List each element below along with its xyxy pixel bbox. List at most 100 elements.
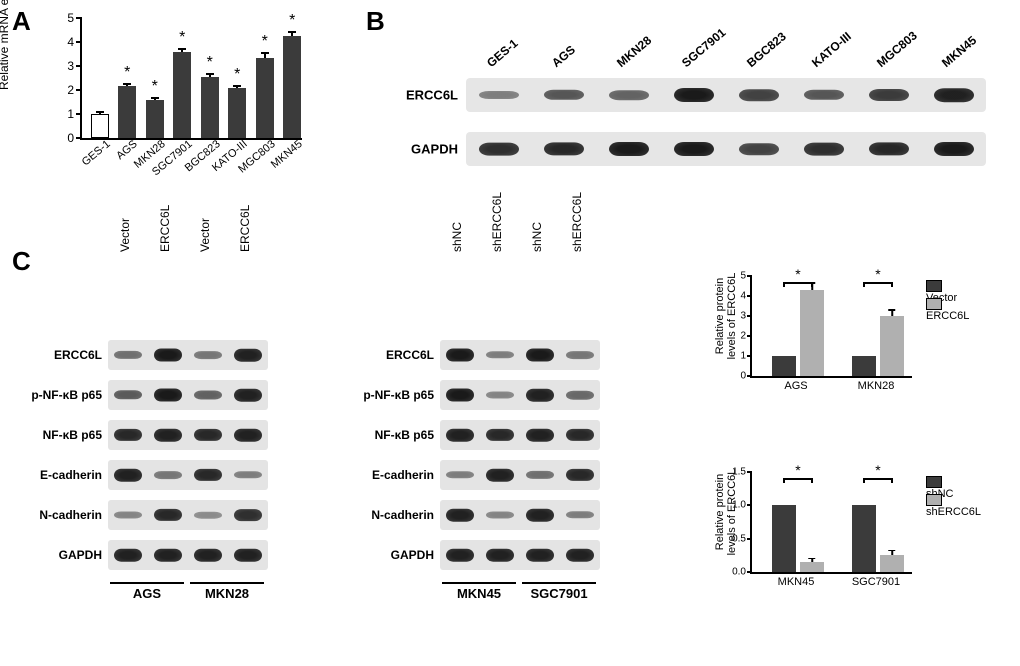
blot-band — [526, 471, 554, 479]
significance-star: * — [875, 266, 880, 282]
blot-row: GAPDH — [466, 132, 986, 166]
error-bar — [99, 112, 101, 114]
figure-root: A B C ERCC6L Relative mRNA expressior 01… — [0, 0, 1020, 666]
blot-band — [234, 549, 262, 562]
y-tick — [76, 41, 82, 43]
chart-top-ylabel: Relative protein levels of ERCC6L — [714, 256, 738, 376]
bar — [201, 77, 219, 138]
y-tick — [76, 113, 82, 115]
blot-row-label: GAPDH — [391, 548, 434, 562]
blot-band — [674, 88, 714, 102]
blot-band — [234, 509, 262, 521]
blot-row-label: E-cadherin — [372, 468, 434, 482]
bar — [880, 555, 904, 572]
blot-band — [114, 549, 142, 562]
group-underline — [110, 582, 184, 584]
significance-star: * — [795, 266, 800, 282]
group-underline — [190, 582, 264, 584]
y-tick-label: 1.5 — [732, 467, 746, 478]
blot-band — [194, 549, 222, 562]
blot-column-label: BGC823 — [744, 29, 789, 70]
blot-band — [566, 429, 594, 441]
y-tick-label: 3 — [67, 59, 74, 73]
x-category: MKN45 — [778, 576, 815, 588]
blot-band — [544, 142, 584, 155]
panel-a-ylabel: ERCC6L Relative mRNA expressior — [0, 0, 11, 100]
y-tick-label: 0.5 — [732, 533, 746, 544]
blot-band — [194, 469, 222, 481]
significance-star: * — [289, 12, 295, 30]
group-underline — [522, 582, 596, 584]
blot-row: E-cadherin — [108, 460, 268, 490]
blot-band — [934, 142, 974, 156]
blot-column-label: ERCC6L — [238, 205, 252, 252]
blot-column-label: shNC — [450, 222, 464, 252]
error-bar — [209, 74, 211, 76]
significance-star: * — [234, 66, 240, 84]
blot-band — [194, 391, 222, 400]
legend-item: shERCC6L — [926, 494, 981, 518]
significance-star: * — [875, 462, 880, 478]
blot-band — [154, 429, 182, 442]
group-label: MKN28 — [205, 586, 249, 601]
y-tick — [76, 17, 82, 19]
blot-band — [526, 509, 554, 522]
bar — [91, 114, 109, 138]
blot-band — [526, 429, 554, 442]
y-tick-label: 0 — [740, 371, 746, 382]
panel-c-blot-left: VectorERCC6LVectorERCC6LERCC6Lp-NF-κB p6… — [20, 270, 270, 612]
blot-band — [526, 349, 554, 362]
blot-row-label: GAPDH — [411, 142, 458, 157]
blot-band — [526, 389, 554, 402]
sig-bracket-tick — [811, 478, 813, 483]
blot-band — [446, 349, 474, 362]
blot-row: E-cadherin — [440, 460, 600, 490]
group-underline — [442, 582, 516, 584]
blot-column-label: shERCC6L — [490, 192, 504, 252]
blot-column-label: shERCC6L — [570, 192, 584, 252]
panel-a-chart: ERCC6L Relative mRNA expressior 012345GE… — [36, 10, 306, 190]
blot-band — [486, 469, 514, 482]
sig-bracket-tick — [891, 478, 893, 483]
blot-band — [154, 389, 182, 402]
blot-row-label: p-NF-κB p65 — [363, 388, 434, 402]
blot-band — [446, 389, 474, 402]
y-tick — [76, 89, 82, 91]
blot-row-label: N-cadherin — [371, 508, 434, 522]
blot-column-label: KATO-III — [809, 29, 854, 70]
blot-band — [486, 351, 514, 358]
bar — [228, 88, 246, 138]
blot-band — [194, 512, 222, 519]
blot-column-label: MGC803 — [874, 28, 920, 70]
x-category: MKN28 — [858, 380, 895, 392]
y-tick — [747, 571, 752, 573]
y-tick — [747, 275, 752, 277]
panel-b-blot: GES-1AGSMKN28SGC7901BGC823KATO-IIIMGC803… — [390, 10, 990, 180]
blot-band — [194, 429, 222, 441]
blot-band — [869, 89, 909, 101]
blot-row-label: GAPDH — [59, 548, 102, 562]
blot-band — [446, 471, 474, 478]
blot-band — [566, 511, 594, 518]
blot-band — [479, 91, 519, 99]
error-bar — [126, 84, 128, 87]
blot-band — [154, 509, 182, 521]
error-bar — [236, 86, 238, 87]
significance-star: * — [207, 54, 213, 72]
blot-column-label: MKN28 — [614, 33, 654, 70]
blot-band — [566, 549, 594, 562]
blot-column-label: shNC — [530, 222, 544, 252]
error-bar — [891, 310, 893, 316]
bar — [283, 36, 301, 138]
blot-band — [486, 429, 514, 441]
error-bar — [264, 53, 266, 57]
y-tick-label: 1.0 — [732, 500, 746, 511]
blot-band — [446, 549, 474, 562]
bar — [118, 86, 136, 138]
y-tick-label: 2 — [67, 83, 74, 97]
blot-column-label: AGS — [549, 43, 578, 70]
y-tick — [747, 355, 752, 357]
blot-row: N-cadherin — [440, 500, 600, 530]
y-tick-label: 5 — [67, 11, 74, 25]
bar — [880, 316, 904, 376]
